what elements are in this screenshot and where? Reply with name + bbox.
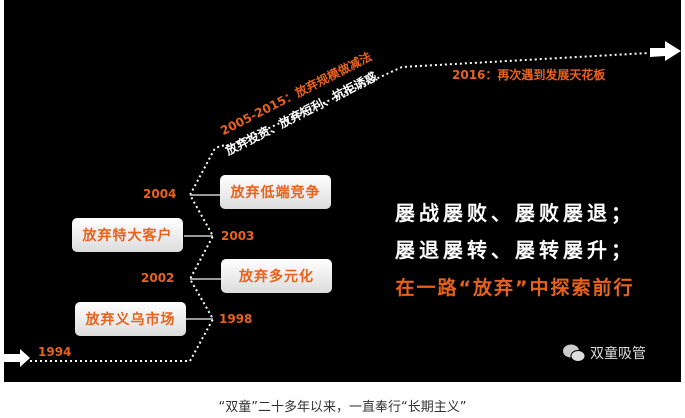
slogan-line-3: 在一路“放弃”中探索前行 [395, 277, 635, 299]
start-arrow-icon [4, 349, 30, 367]
watermark: 双童吸管 [562, 343, 646, 363]
milestone-box: 放弃义乌市场 [75, 302, 186, 336]
slogan-line-2: 屡退屡转、屡转屡升； [395, 238, 635, 262]
year-label: 2002 [141, 271, 175, 285]
year-label: 1998 [219, 312, 253, 326]
end-label: 2016：再次遇到发展天花板 [452, 68, 606, 82]
milestone-box: 放弃低端竞争 [220, 175, 331, 209]
year-label: 2004 [143, 187, 177, 201]
end-arrow-icon [650, 41, 681, 61]
year-1994: 1994 [38, 345, 72, 359]
watermark-text: 双童吸管 [590, 346, 646, 362]
year-label: 2003 [221, 229, 255, 243]
wechat-icon [563, 344, 586, 362]
slogan-line-1: 屡战屡败、屡败屡退； [395, 201, 635, 225]
milestone-box: 放弃特大客户 [72, 218, 183, 252]
image-caption: “双童”二十多年以来，一直奉行“长期主义” [218, 400, 467, 415]
milestone-box: 放弃多元化 [221, 259, 332, 293]
